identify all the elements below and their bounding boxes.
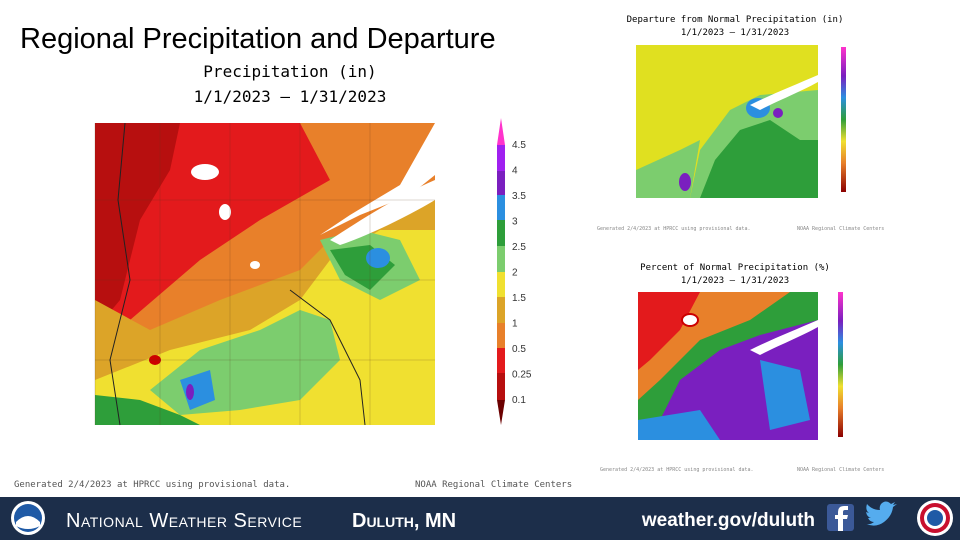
percent-map	[638, 292, 818, 440]
source-note: NOAA Regional Climate Centers	[797, 467, 884, 473]
map-dates: 1/1/2023 – 1/31/2023	[681, 28, 789, 38]
legend-label: 2.5	[512, 242, 526, 253]
legend-labels: 4.5 4 3.5 3 2.5 2 1.5 1 0.5 0.25 0.1	[512, 140, 532, 406]
organization-name: National Weather Service	[66, 510, 302, 532]
map-legend-colorbar	[497, 118, 505, 425]
generated-note: Generated 2/4/2023 at HPRCC using provis…	[14, 480, 290, 490]
nws-logo	[917, 500, 953, 536]
legend-label: 3.5	[512, 191, 526, 202]
map-dates: 1/1/2023 – 1/31/2023	[194, 87, 387, 106]
legend-label: 0.25	[512, 370, 532, 381]
departure-colorbar	[841, 47, 846, 192]
legend-label: 0.1	[512, 395, 526, 406]
twitter-icon[interactable]	[866, 501, 897, 526]
legend-label: 0.5	[512, 344, 526, 355]
facebook-icon[interactable]	[827, 504, 854, 531]
generated-note: Generated 2/4/2023 at HPRCC using provis…	[597, 226, 751, 232]
precipitation-map	[94, 122, 435, 426]
footer-bar	[0, 497, 960, 540]
map-title: Precipitation (in)	[203, 62, 376, 81]
map-title: Departure from Normal Precipitation (in)	[627, 15, 844, 25]
slide-title: Regional Precipitation and Departure	[20, 23, 496, 55]
source-note: NOAA Regional Climate Centers	[415, 480, 572, 490]
legend-label: 2	[512, 268, 518, 279]
office-name: Duluth, MN	[352, 510, 456, 532]
generated-note: Generated 2/4/2023 at HPRCC using provis…	[600, 467, 754, 473]
source-note: NOAA Regional Climate Centers	[797, 226, 884, 232]
departure-map	[636, 45, 818, 198]
legend-label: 1.5	[512, 293, 526, 304]
percent-colorbar	[838, 292, 843, 437]
map-title: Percent of Normal Precipitation (%)	[640, 263, 830, 273]
legend-label: 4	[512, 166, 518, 177]
legend-label: 1	[512, 319, 518, 330]
legend-label: 4.5	[512, 140, 526, 151]
noaa-logo	[11, 501, 45, 535]
legend-label: 3	[512, 217, 518, 228]
map-dates: 1/1/2023 – 1/31/2023	[681, 276, 789, 286]
website-link[interactable]: weather.gov/duluth	[641, 510, 815, 531]
